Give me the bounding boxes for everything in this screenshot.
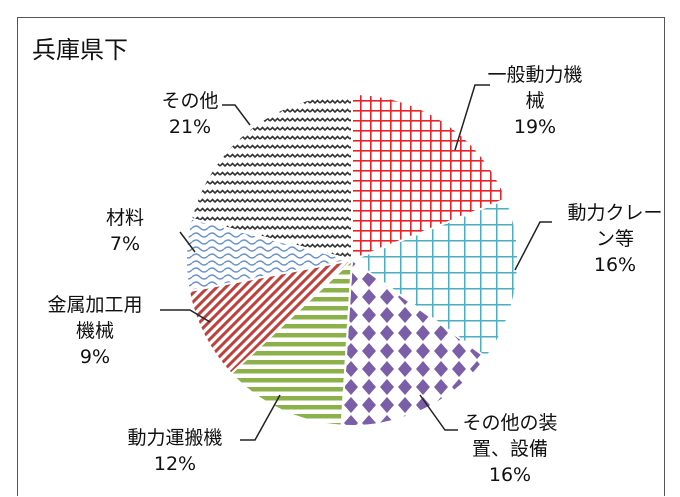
leader-line <box>419 394 458 431</box>
category-label: その他 <box>161 90 219 112</box>
slice-label: その他 21% <box>138 88 242 140</box>
pie-slice <box>340 258 488 427</box>
frame <box>17 17 665 496</box>
chart-title: 兵庫県下 <box>32 36 128 64</box>
value-label: 19% <box>513 116 557 138</box>
slice-label: 一般動力機械 19% <box>483 62 587 140</box>
slice-label: 動力運搬機 12% <box>123 425 227 477</box>
category-label: 一般動力機械 <box>487 64 583 112</box>
leader-line <box>240 394 281 441</box>
category-label: 動力運搬機 <box>127 427 223 449</box>
category-label: 動力クレーン等 <box>567 202 663 250</box>
value-label: 21% <box>168 116 212 138</box>
value-label: 16% <box>488 464 532 486</box>
value-label: 16% <box>593 254 637 276</box>
leader-line <box>514 221 552 271</box>
slice-label: 材料 7% <box>73 205 177 257</box>
leader-line <box>179 231 196 253</box>
slice-label: 金属加工用機械 9% <box>43 292 147 370</box>
slice-label: その他の装置、設備 16% <box>458 410 562 488</box>
pie-slice <box>187 258 356 376</box>
value-label: 9% <box>79 346 111 368</box>
value-label: 7% <box>109 233 141 255</box>
pie-slice <box>349 197 519 359</box>
pie-slice <box>229 257 354 427</box>
category-label: 金属加工用機械 <box>47 294 143 342</box>
category-label: その他の装置、設備 <box>462 412 558 460</box>
value-label: 12% <box>153 453 197 475</box>
category-label: 材料 <box>105 207 144 229</box>
leader-line <box>160 309 211 323</box>
leader-line <box>222 104 251 126</box>
pie-slice <box>351 92 508 262</box>
pie-slice <box>189 92 353 262</box>
slice-label: 動力クレーン等 16% <box>563 200 667 278</box>
leader-line <box>454 84 490 151</box>
